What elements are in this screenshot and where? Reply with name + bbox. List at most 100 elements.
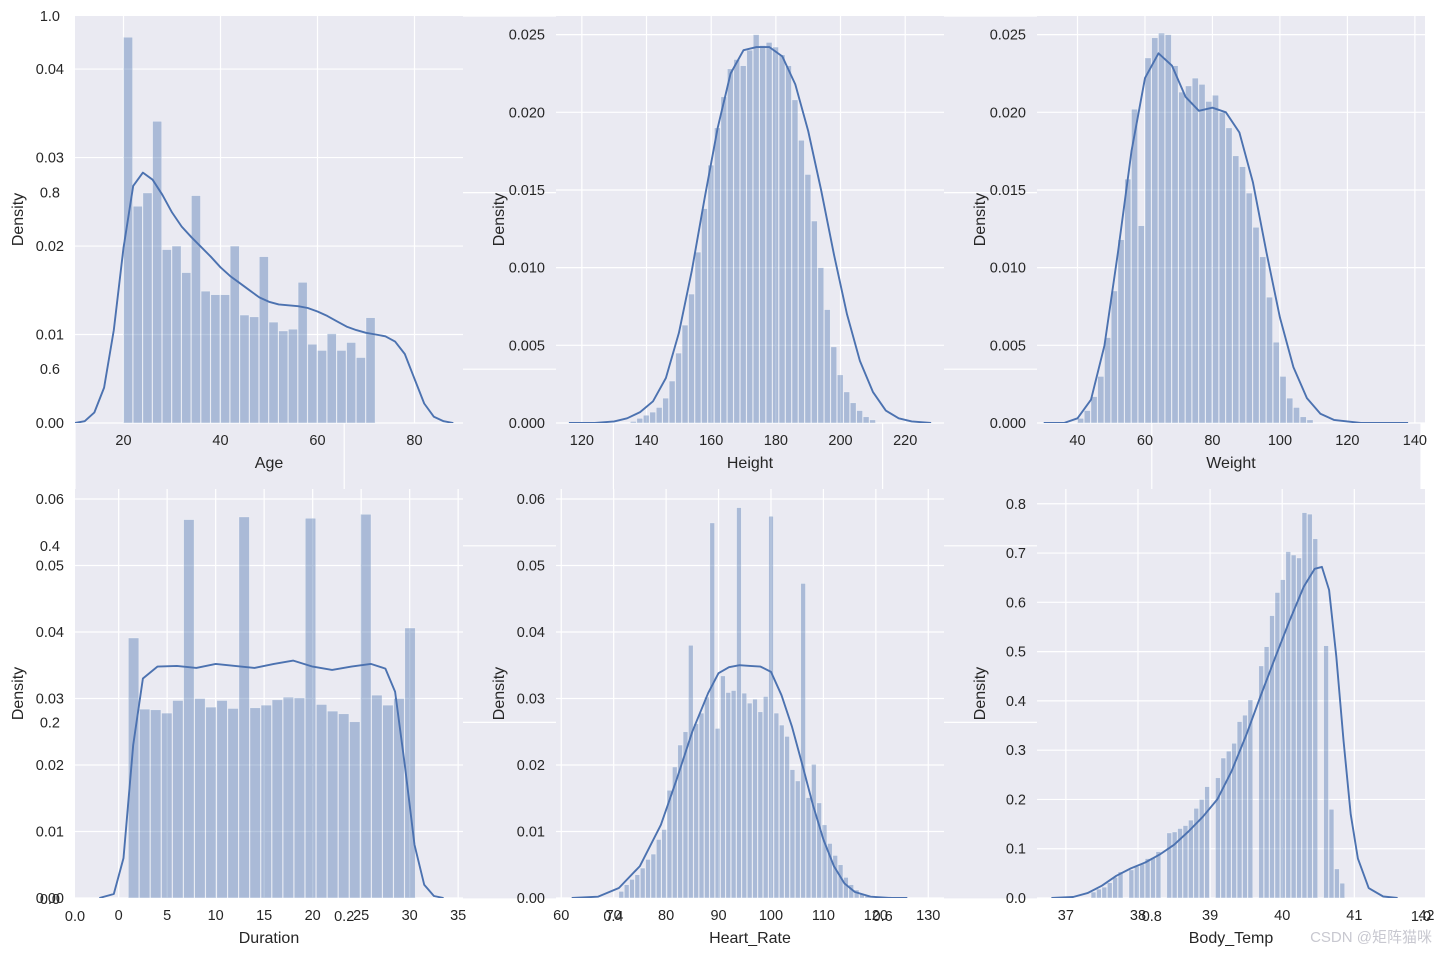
y-tick-label: 0.06 (517, 492, 545, 508)
histogram-bar (282, 696, 294, 898)
histogram-bar (688, 644, 694, 898)
histogram-bar (640, 867, 646, 898)
histogram-bar (832, 855, 838, 898)
x-tick-label: 130 (916, 908, 940, 924)
histogram-bar (271, 699, 283, 898)
ghost-x-tick-label: 0.0 (65, 909, 85, 925)
histogram-bar (1307, 513, 1313, 898)
histogram-bar (1328, 809, 1335, 898)
histogram-bar (1205, 101, 1213, 423)
ghost-y-tick-label: 0.8 (40, 186, 60, 202)
histogram-bar (816, 802, 822, 898)
histogram-bar (843, 877, 849, 898)
x-axis-label: Age (255, 455, 284, 472)
y-axis-label: Density (972, 667, 989, 720)
histogram-bar (656, 839, 662, 898)
histogram-bar (1158, 32, 1165, 423)
y-tick-label: 0.01 (36, 824, 64, 840)
x-tick-label: 60 (309, 433, 325, 449)
histogram-bar (843, 391, 850, 423)
histogram-bar (1293, 407, 1300, 423)
histogram-bar (393, 698, 405, 898)
watermark: CSDN @矩阵猫咪 (1310, 929, 1432, 946)
y-axis-label: Density (491, 667, 508, 720)
histogram-bar (326, 333, 337, 423)
x-tick-label: 140 (1403, 433, 1427, 449)
histogram-bar (1097, 376, 1105, 423)
histogram-bar (1239, 166, 1246, 423)
x-tick-label: 0 (115, 908, 123, 924)
histogram-bar (1077, 418, 1084, 423)
histogram-bar (1112, 877, 1118, 898)
histogram-bar (1280, 579, 1286, 898)
x-tick-label: 10 (208, 908, 224, 924)
histogram-bar (662, 397, 669, 423)
histogram-bar (142, 192, 153, 423)
histogram-bar (162, 249, 172, 423)
histogram-bar (1083, 410, 1091, 423)
x-axis-label: Duration (239, 930, 299, 947)
histogram-bar (642, 414, 650, 423)
histogram-bar (1178, 91, 1186, 423)
histogram-bar (752, 698, 758, 898)
histogram-bar (132, 205, 143, 423)
y-tick-label: 0.3 (1006, 743, 1026, 759)
histogram-bar (1164, 34, 1172, 423)
x-tick-label: 70 (606, 908, 622, 924)
histogram-bar (634, 874, 641, 898)
histogram-bar (709, 522, 715, 898)
histogram-bar (1144, 858, 1151, 898)
y-tick-label: 0.005 (990, 338, 1026, 354)
x-tick-label: 20 (115, 433, 131, 449)
x-tick-label: 15 (256, 908, 272, 924)
x-axis-label: Body_Temp (1189, 930, 1274, 947)
histogram-bar (636, 418, 643, 423)
y-tick-label: 0.010 (509, 261, 545, 277)
histogram-bar (1104, 337, 1111, 423)
histogram-bar (317, 350, 327, 423)
x-tick-label: 80 (406, 433, 422, 449)
histogram-bar (1117, 871, 1124, 898)
histogram-bar (307, 343, 318, 423)
y-tick-label: 0.05 (517, 558, 545, 574)
histogram-bar (1266, 296, 1273, 423)
histogram-bar (1299, 416, 1307, 423)
histogram-bar (849, 402, 857, 423)
histogram-bar (1134, 866, 1140, 898)
histogram-bar (682, 731, 689, 898)
histogram-bar (371, 694, 383, 898)
histogram-bar (701, 208, 708, 423)
histogram-bar (1296, 557, 1302, 898)
y-tick-label: 0.02 (517, 758, 545, 774)
x-tick-label: 200 (828, 433, 852, 449)
histogram-bar (1096, 888, 1102, 898)
histogram-bar (836, 374, 844, 423)
histogram-bar (763, 696, 769, 898)
histogram-bar (1285, 551, 1291, 898)
ghost-y-tick-label: 1.0 (40, 9, 60, 25)
histogram-bar (1124, 178, 1132, 423)
y-tick-label: 0.020 (509, 105, 545, 121)
histogram-bar (765, 42, 773, 423)
y-tick-label: 0.000 (990, 416, 1026, 432)
histogram-bar (1290, 554, 1297, 898)
histogram-bar (789, 769, 796, 898)
y-tick-label: 0.025 (990, 28, 1026, 44)
histogram-bar (1263, 646, 1270, 898)
x-tick-label: 180 (764, 433, 788, 449)
y-tick-label: 0.01 (517, 824, 545, 840)
y-axis-label: Density (491, 193, 508, 246)
histogram-bar (1334, 868, 1340, 898)
kde-line (568, 46, 932, 423)
subplot-weight: 40 60 80 100 120 140 0.000 0.005 0.010 0.015 0.020… (972, 16, 1427, 472)
histogram-bar (1144, 57, 1152, 423)
ghost-y-tick-label: 0.4 (40, 539, 60, 555)
plot-area-background (556, 16, 944, 423)
histogram-bar (288, 328, 298, 423)
histogram-bar (720, 96, 728, 423)
subplot-heart-rate: 60 70 80 90 100 110 120 130 0.00 0.01 0.02 0.03 0.04… (491, 489, 944, 947)
histogram-bar (752, 34, 760, 423)
histogram-bar (258, 256, 269, 423)
histogram-bar (778, 54, 786, 423)
plot-area-background (556, 489, 944, 898)
